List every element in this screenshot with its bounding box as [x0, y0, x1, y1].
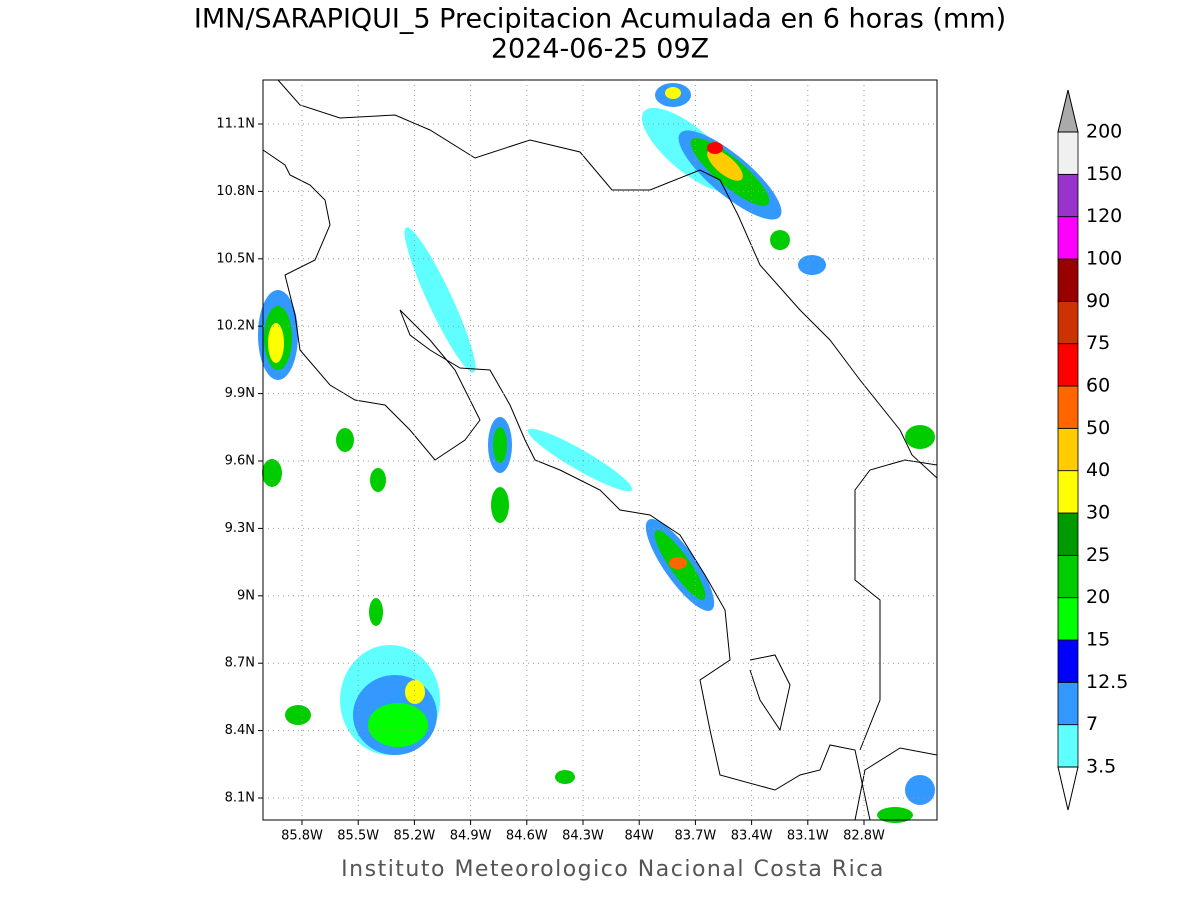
x-tick-label: 84.3W [562, 829, 604, 844]
y-tick-label: 8.7N [225, 656, 255, 671]
colorbar-over [1057, 89, 1079, 133]
colorbar-segment [1057, 597, 1079, 641]
y-tick-label: 9.3N [225, 521, 255, 536]
colorbar-segment [1057, 512, 1079, 556]
colorbar-segment [1057, 554, 1079, 599]
colorbar-label: 12.5 [1086, 671, 1128, 693]
colorbar-label: 90 [1086, 290, 1110, 312]
colorbar-label: 3.5 [1086, 756, 1116, 778]
colorbar-label: 150 [1086, 163, 1122, 185]
x-tick-label: 83.7W [674, 829, 716, 844]
colorbar-segment [1057, 639, 1079, 683]
y-tick-label: 8.1N [225, 791, 255, 806]
colorbar-segment [1057, 385, 1079, 429]
colorbar-label: 7 [1086, 713, 1098, 735]
title: IMN/SARAPIQUI_5 Precipitacion Acumulada … [194, 4, 1006, 35]
colorbar-label: 25 [1086, 544, 1110, 566]
colorbar-segment [1057, 427, 1079, 472]
colorbar-label: 50 [1086, 417, 1110, 439]
colorbar-label: 30 [1086, 502, 1110, 524]
x-tick-label: 84.6W [506, 829, 548, 844]
y-tick-label: 8.4N [225, 723, 255, 738]
colorbar-label: 100 [1086, 248, 1122, 270]
x-tick-label: 83.1W [787, 829, 829, 844]
y-tick-label: 10.2N [216, 319, 255, 334]
plot-area [258, 79, 938, 823]
footer: Instituto Meteorologico Nacional Costa R… [341, 857, 885, 882]
y-tick-label: 10.8N [216, 184, 255, 199]
colorbar-label: 120 [1086, 205, 1122, 227]
precip-fields [258, 83, 935, 823]
x-tick-label: 85.8W [281, 829, 323, 844]
colorbar-label: 40 [1086, 459, 1110, 481]
y-tick-label: 10.5N [216, 251, 255, 266]
colorbar-segment [1057, 131, 1079, 175]
colorbar-segment [1057, 343, 1079, 387]
colorbar-segment [1057, 470, 1079, 514]
colorbar-segment [1057, 173, 1079, 218]
colorbar-label: 200 [1086, 121, 1122, 143]
colorbar-segment [1057, 724, 1079, 768]
colorbar-label: 75 [1086, 332, 1110, 354]
x-tick-label: 85.2W [393, 829, 435, 844]
subtitle: 2024-06-25 09Z [491, 34, 709, 65]
coastlines [262, 79, 938, 821]
x-tick-label: 83.4W [731, 829, 773, 844]
x-tick-label: 84W [624, 829, 654, 844]
colorbar-under [1057, 766, 1079, 811]
y-tick-label: 9.6N [225, 454, 255, 469]
y-tick-label: 11.1N [216, 117, 255, 132]
colorbar-label: 15 [1086, 629, 1110, 651]
y-tick-label: 9N [237, 588, 255, 603]
plot-frame [262, 79, 938, 821]
y-tick-label: 9.9N [225, 386, 255, 401]
colorbar-segment [1057, 216, 1079, 260]
colorbar-segment [1057, 300, 1079, 345]
x-tick-label: 82.8W [843, 829, 885, 844]
colorbar-label: 20 [1086, 586, 1110, 608]
colorbar-segment [1057, 258, 1079, 302]
colorbar-segment [1057, 681, 1079, 726]
x-tick-label: 85.5W [337, 829, 379, 844]
colorbar-label: 60 [1086, 375, 1110, 397]
x-tick-label: 84.9W [450, 829, 492, 844]
